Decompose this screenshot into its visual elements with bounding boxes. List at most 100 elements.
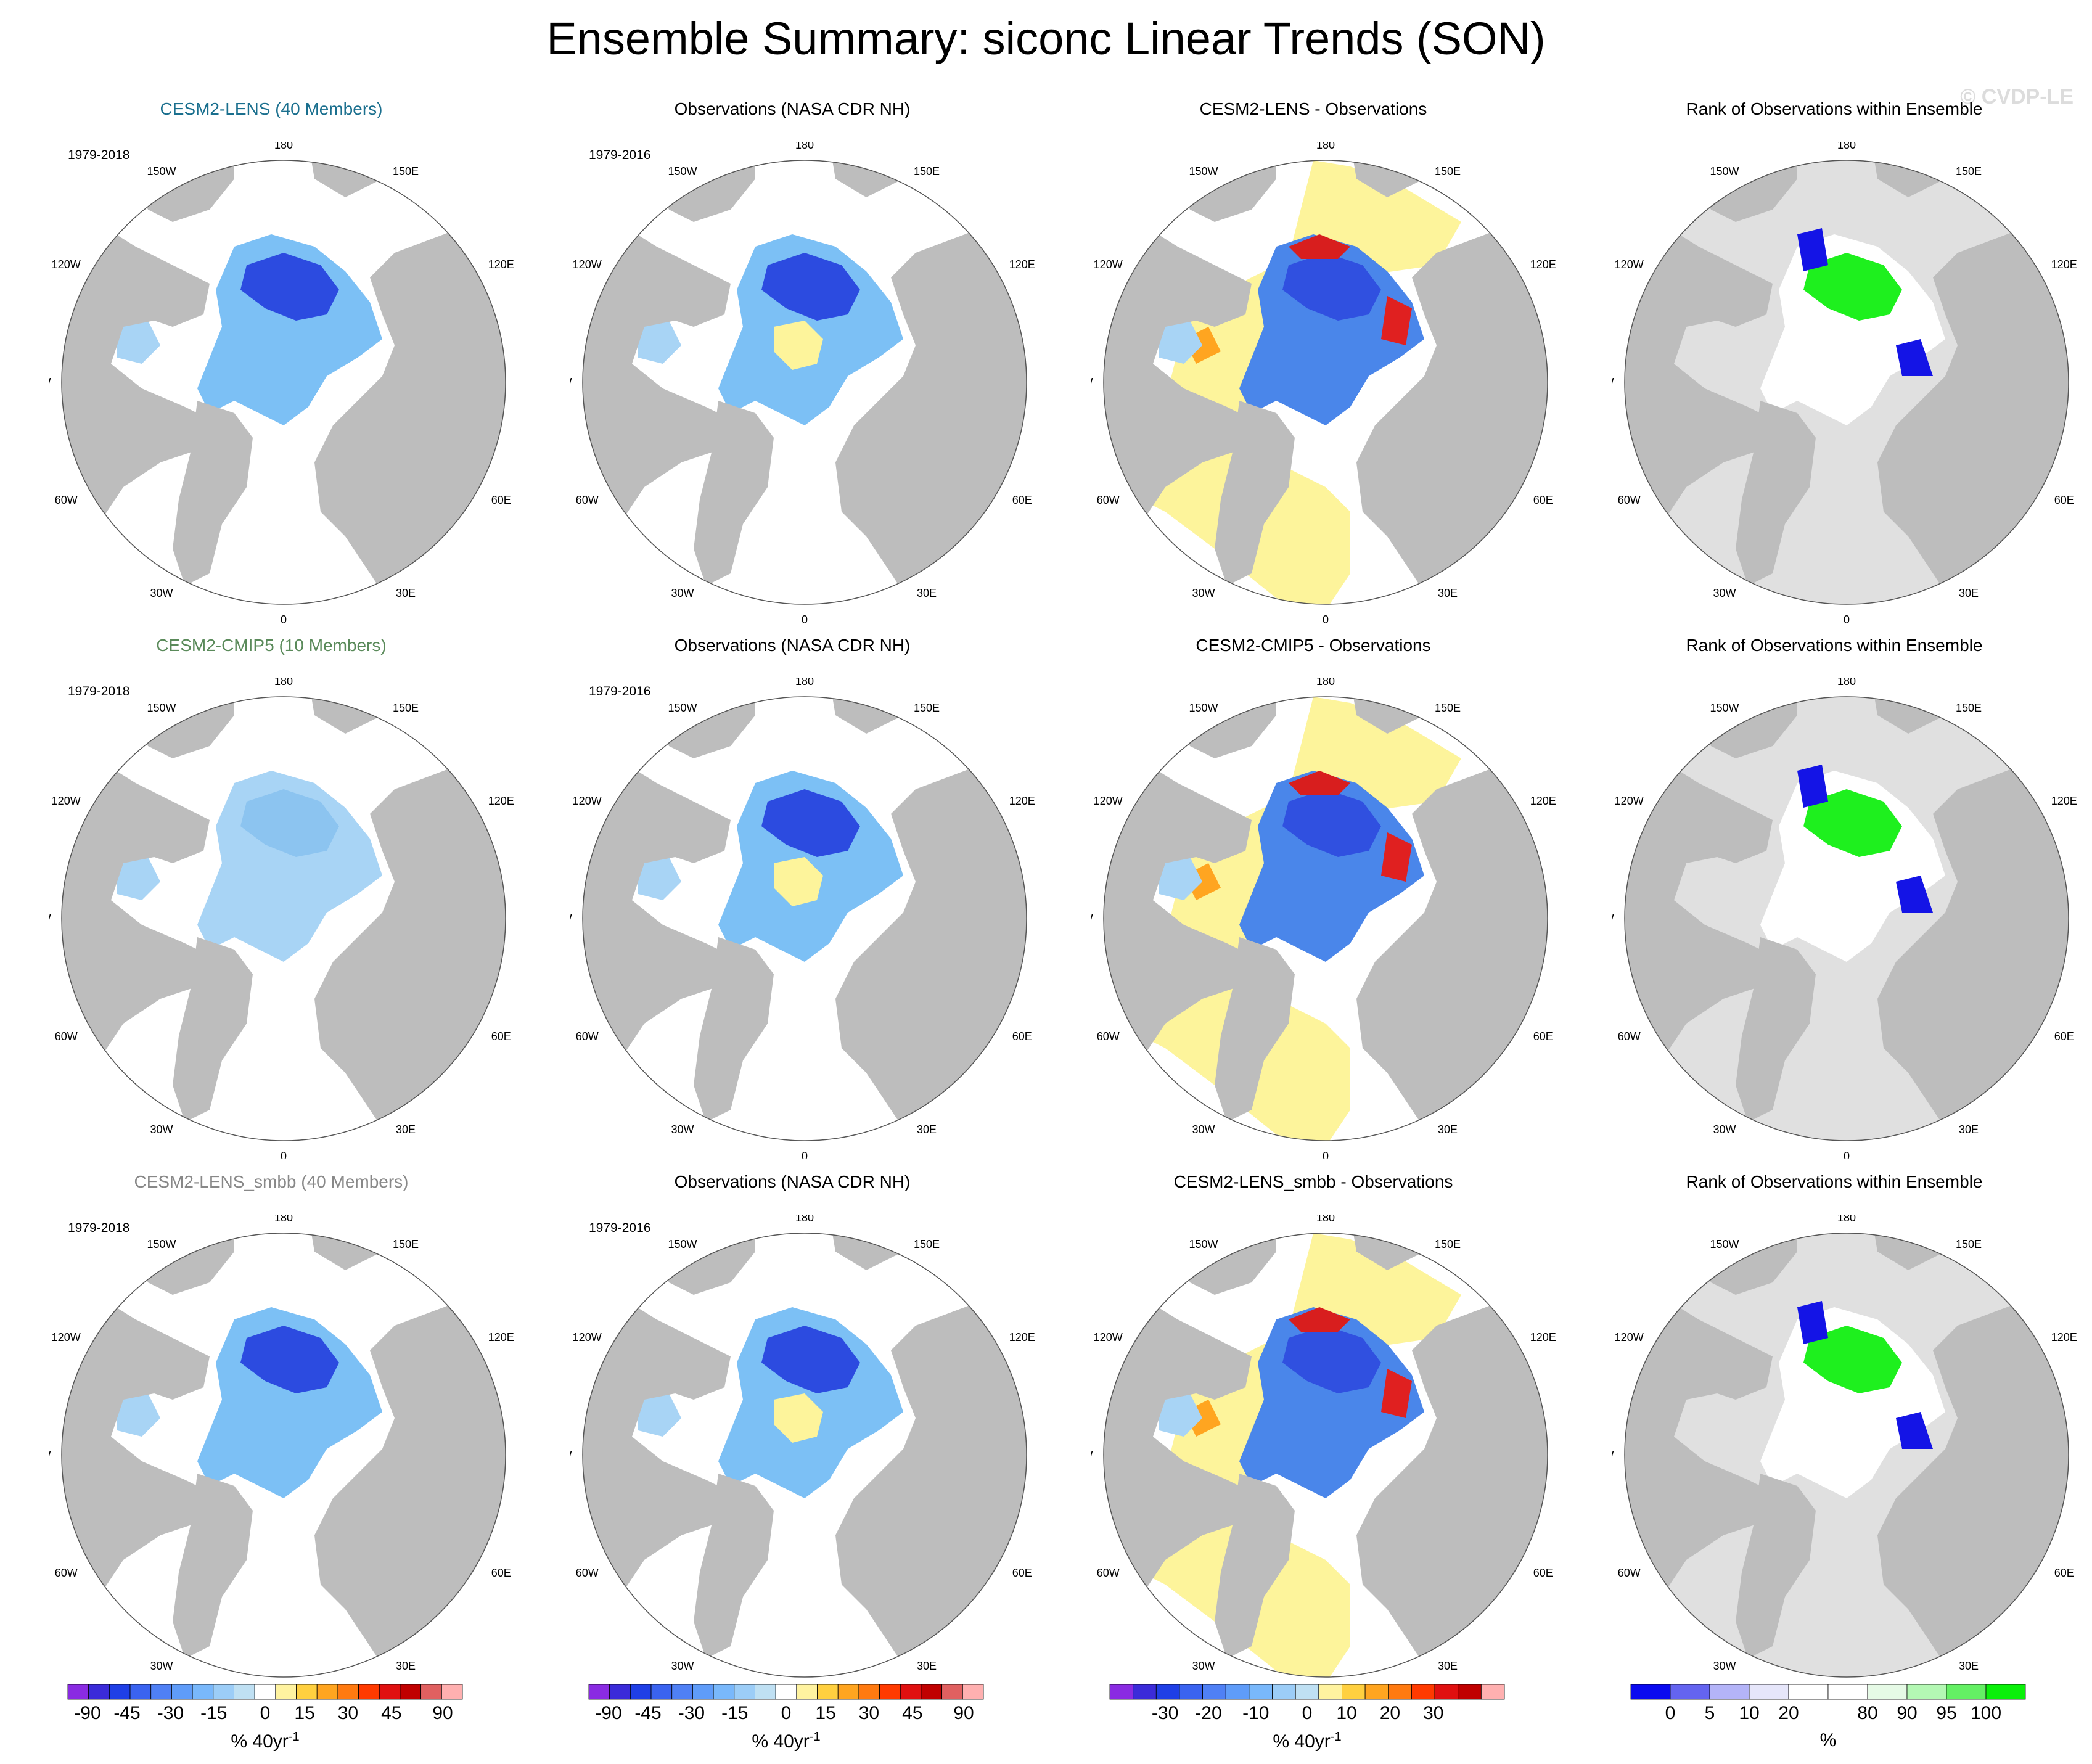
longitude-label: 90W xyxy=(1612,913,1614,925)
colorbar-tick-label: 5 xyxy=(1704,1703,1715,1723)
longitude-label: 60W xyxy=(55,494,78,506)
trend-core-region xyxy=(240,789,339,857)
map-boundary xyxy=(61,160,506,605)
colorbar-tick-label: -90 xyxy=(595,1703,622,1723)
longitude-label: 120E xyxy=(488,795,514,807)
panel-title: Rank of Observations within Ensemble xyxy=(1686,99,1983,118)
colorbar-swatch xyxy=(1109,1684,1134,1700)
colorbar-tick-label: 80 xyxy=(1857,1703,1878,1723)
colorbar-swatch xyxy=(755,1684,776,1700)
longitude-label: 120W xyxy=(52,258,81,271)
longitude-label: 120W xyxy=(573,1331,602,1344)
colorbar-swatch xyxy=(441,1684,463,1700)
longitude-label: 90W xyxy=(570,1449,572,1461)
colorbar-swatch xyxy=(796,1684,818,1700)
longitude-label: 180 xyxy=(274,142,293,151)
trend-core-region xyxy=(240,253,339,321)
longitude-label: 150W xyxy=(1189,165,1218,178)
panel-title: CESM2-LENS (40 Members) xyxy=(160,99,383,118)
panel-title: CESM2-CMIP5 (10 Members) xyxy=(156,636,387,655)
longitude-label: 30W xyxy=(1192,1660,1215,1672)
units-exponent: -1 xyxy=(809,1730,821,1744)
polar-map: 180150W150E120W120E90W90E60W60E30W30E0 xyxy=(1612,678,2081,1159)
trend-core-region xyxy=(761,1326,860,1393)
units-exponent: -1 xyxy=(288,1730,300,1744)
colorbar: -30 -20 -10 0 10 20 30 % 40yr-1 xyxy=(1060,1683,1554,1763)
longitude-label: 120W xyxy=(1615,795,1644,807)
colorbar-swatch xyxy=(1364,1684,1389,1700)
colorbar-swatch xyxy=(858,1684,880,1700)
colorbar-swatch xyxy=(1318,1684,1342,1700)
longitude-label: 120E xyxy=(488,258,514,271)
polar-map: 180150W150E120W120E90W90E60W60E30W30E0 xyxy=(1612,1215,2081,1696)
colorbar-swatch xyxy=(1458,1684,1482,1700)
colorbar-tick-label: 45 xyxy=(902,1703,923,1723)
longitude-label: 150E xyxy=(914,702,940,714)
colorbar-tick-label: -30 xyxy=(1151,1703,1179,1723)
longitude-label: 120W xyxy=(573,258,602,271)
land-north-america xyxy=(1104,752,1252,1073)
land-north-america xyxy=(1104,216,1252,536)
longitude-label: 30E xyxy=(1438,1123,1458,1136)
colorbar-tick-label: -30 xyxy=(157,1703,184,1723)
period-label: 1979-2016 xyxy=(589,684,651,699)
colorbar-swatches xyxy=(588,1684,984,1700)
land-greenland xyxy=(1736,1474,1816,1659)
longitude-label: 60W xyxy=(1097,1567,1120,1579)
colorbar-swatch xyxy=(129,1684,152,1700)
period-label: 1979-2018 xyxy=(68,684,130,699)
colorbar-swatch xyxy=(171,1684,193,1700)
longitude-label: 0 xyxy=(802,1150,808,1159)
map-panel-diff: CESM2-CMIP5 - Observations 180 150W 150E 120… xyxy=(1067,635,1560,1165)
colorbar-tick-label: 20 xyxy=(1778,1703,1799,1723)
longitude-label: 150E xyxy=(914,1238,940,1250)
colorbar-tick-label: 30 xyxy=(1423,1703,1444,1723)
colorbar-swatch xyxy=(1946,1684,1987,1700)
map-boundary xyxy=(582,696,1027,1141)
longitude-label: 60W xyxy=(1097,494,1120,506)
longitude-label: 30E xyxy=(396,1123,416,1136)
longitude-label: 60W xyxy=(576,1567,599,1579)
longitude-label: 60W xyxy=(55,1030,78,1043)
longitude-label: 150W xyxy=(668,702,697,714)
land-greenland xyxy=(173,1474,253,1659)
colorbar-swatches xyxy=(1630,1684,2026,1700)
colorbar-tick-label: 0 xyxy=(1665,1703,1676,1723)
longitude-label: 90W xyxy=(1091,913,1093,925)
colorbar: 0 5 10 20 80 90 95 100% xyxy=(1581,1683,2075,1763)
colorbar-swatch xyxy=(316,1684,338,1700)
colorbar-swatch xyxy=(1202,1684,1226,1700)
colorbar-swatch xyxy=(1342,1684,1366,1700)
panel-title: Rank of Observations within Ensemble xyxy=(1686,1172,1983,1191)
land-greenland xyxy=(694,937,774,1122)
panel-title: Rank of Observations within Ensemble xyxy=(1686,636,1983,655)
colorbar-swatch xyxy=(1295,1684,1319,1700)
longitude-label: 150E xyxy=(1956,702,1982,714)
land-greenland xyxy=(173,401,253,586)
longitude-label: 60W xyxy=(1097,1030,1120,1043)
longitude-label: 0 xyxy=(1844,1150,1850,1159)
colorbar-swatch xyxy=(1225,1684,1250,1700)
colorbar-swatch xyxy=(817,1684,839,1700)
panel-title: CESM2-LENS_smbb (40 Members) xyxy=(134,1172,409,1191)
longitude-label: 180 xyxy=(795,1215,814,1224)
colorbar-tick-label: 30 xyxy=(337,1703,359,1723)
colorbar-swatch xyxy=(941,1684,963,1700)
longitude-label: 90W xyxy=(49,913,51,925)
colorbar-units-label: % 40yr-1 xyxy=(1060,1730,1554,1752)
longitude-label: 90W xyxy=(49,376,51,388)
colorbar-swatch xyxy=(837,1684,859,1700)
colorbar-tick-label: -45 xyxy=(113,1703,141,1723)
longitude-label: 60E xyxy=(491,1030,511,1043)
longitude-label: 60W xyxy=(1618,1030,1641,1043)
period-label: 1979-2016 xyxy=(589,148,651,162)
trend-core-region xyxy=(761,253,860,321)
map-panel-obs: Observations (NASA CDR NH) 180 150W 150E 120… xyxy=(546,99,1039,629)
colorbar-swatch xyxy=(109,1684,131,1700)
longitude-label: 60W xyxy=(55,1567,78,1579)
units-text: % xyxy=(1819,1730,1837,1750)
longitude-label: 60E xyxy=(491,494,511,506)
longitude-label: 30W xyxy=(1713,587,1736,599)
longitude-label: 60E xyxy=(1533,1567,1553,1579)
colorbar-swatch xyxy=(630,1684,652,1700)
